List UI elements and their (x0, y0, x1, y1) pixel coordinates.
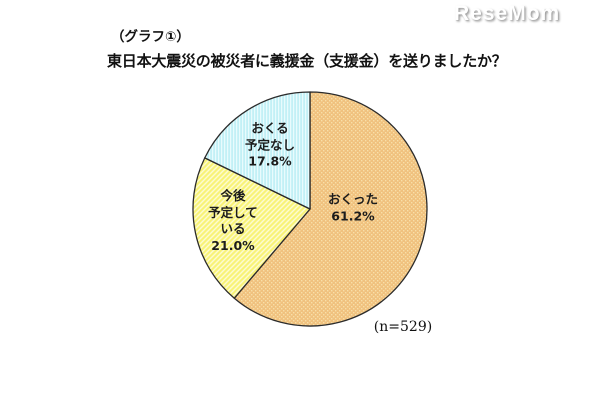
graph-number-tag: （グラフ①） (111, 29, 190, 45)
pie-slice-okuru-yotei-nashi (204, 91, 311, 210)
pie-chart: おくった 61.2% 今後 予定して いる 21.0% おくる 予定なし 17.… (185, 84, 435, 334)
sample-size-note: (n=529) (373, 319, 433, 335)
pie-slice-kongo-yotei-shiteiru (192, 157, 311, 299)
chart-question-title: 東日本大震災の被災者に義援金（支援金）を送りましたか？ (107, 52, 507, 70)
pie-slice-okutta (233, 91, 428, 327)
resemom-logo: ReseMom (454, 2, 561, 25)
pie-svg (192, 91, 428, 327)
